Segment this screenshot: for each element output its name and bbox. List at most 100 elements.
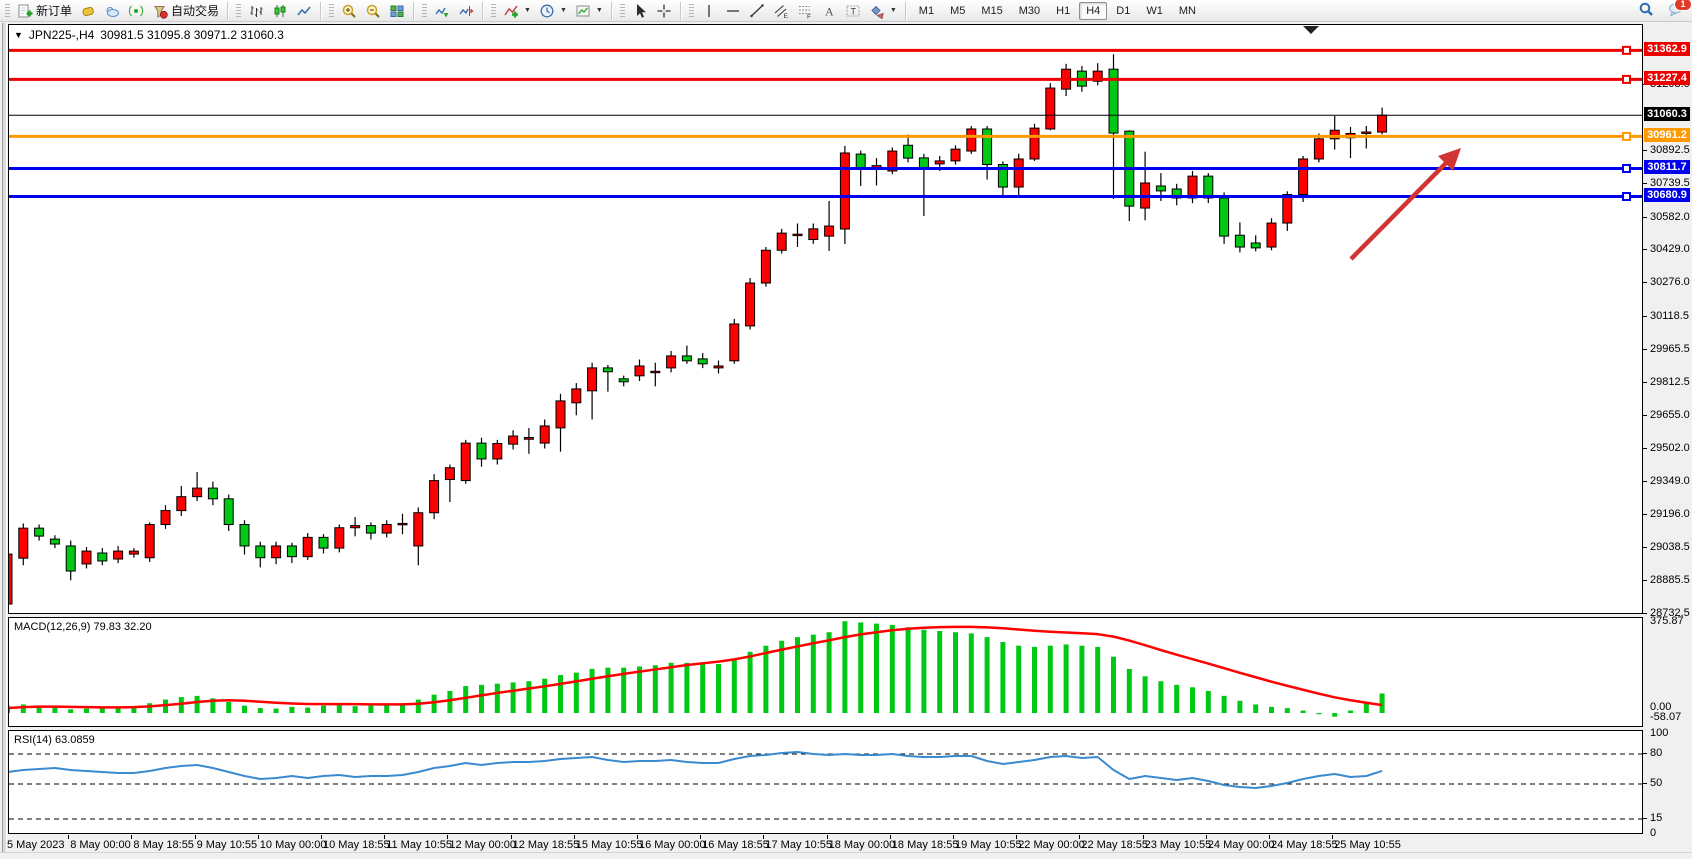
candlestick-chart-canvas[interactable] (9, 25, 1642, 613)
macd-histogram-bar (1348, 710, 1353, 713)
toolbar-group: ▼ ▼ ▼ (499, 0, 607, 22)
time-tick-label: 25 May 10:55 (1334, 839, 1401, 851)
time-tick-label: 18 May 18:55 (891, 839, 959, 851)
macd-histogram-bar (289, 706, 295, 713)
candle (1029, 123, 1040, 161)
dropdown-arrow-icon[interactable]: ▼ (524, 7, 531, 14)
macd-histogram-bar (336, 705, 342, 713)
candle (839, 145, 850, 245)
macd-histogram-bar (558, 675, 563, 713)
text-label-button[interactable]: T (841, 1, 865, 21)
price-tick-mark (1643, 612, 1647, 614)
search-button[interactable] (1638, 1, 1654, 22)
timeframe-h1-button[interactable]: H1 (1056, 4, 1071, 17)
line-end-marker[interactable] (1622, 163, 1631, 173)
candle (65, 540, 76, 581)
time-tick-label: 24 May 00:00 (1207, 839, 1275, 851)
time-tick-label: 19 May 10:55 (955, 839, 1022, 851)
chart-shift-marker-icon[interactable] (1303, 26, 1319, 34)
vline-button[interactable] (697, 1, 721, 21)
rsi-panel[interactable]: RSI(14) 63.0859 (8, 730, 1643, 834)
price-badge: 30680.9 (1644, 188, 1690, 203)
chart-shift-button[interactable] (454, 1, 478, 21)
candle (444, 464, 455, 503)
macd-signal-line (9, 625, 1383, 710)
rsi-scale-label: 80 (1650, 747, 1663, 759)
line-end-marker[interactable] (1622, 74, 1631, 84)
bar-chart-button[interactable] (244, 1, 268, 21)
main-chart-panel[interactable]: ▼ JPN225-,H4 30981.5 31095.8 30971.2 310… (8, 24, 1643, 614)
candle (1298, 155, 1309, 203)
chevron-down-icon[interactable]: ▼ (14, 30, 23, 40)
macd-histogram-bar (1363, 703, 1369, 713)
macd-panel[interactable]: MACD(12,26,9) 79.83 32.20 (8, 617, 1643, 727)
templates-button[interactable]: ▼ (571, 1, 607, 21)
macd-histogram-bar (115, 707, 121, 713)
text-button[interactable]: A (817, 1, 841, 21)
dropdown-arrow-icon[interactable]: ▼ (559, 7, 567, 14)
zoom-in-button[interactable] (337, 1, 361, 21)
candle (1250, 235, 1261, 252)
webtrader-button[interactable] (100, 1, 124, 21)
cursor-button[interactable] (628, 1, 652, 21)
auto-trading-button[interactable]: 自动交易 (148, 1, 223, 21)
periods-button[interactable]: ▼ (535, 1, 571, 21)
time-tick-label: 17 May 10:55 (765, 839, 833, 851)
timeframe-h4-button[interactable]: H4 (1079, 1, 1108, 20)
macd-histogram-bar (1174, 684, 1180, 713)
zoom-out-button[interactable] (361, 1, 385, 21)
line-end-marker[interactable] (1622, 45, 1631, 55)
svg-text:T: T (850, 6, 856, 16)
tile-windows-button[interactable] (385, 1, 409, 21)
toolbar-grip (688, 3, 694, 18)
channel-button[interactable]: E (769, 1, 793, 21)
crosshair-icon (657, 4, 671, 17)
fibonacci-button[interactable]: F (793, 1, 817, 21)
timeframe-m30-button[interactable]: M30 (1018, 4, 1041, 17)
candle (1171, 183, 1182, 206)
rsi-chart-canvas[interactable] (9, 731, 1642, 833)
timeframe-m15-button[interactable]: M15 (981, 4, 1003, 17)
macd-chart-canvas[interactable] (9, 618, 1642, 726)
shapes-button[interactable]: ▼ (865, 1, 901, 21)
hline-button[interactable] (721, 1, 745, 21)
doc-plus-icon (18, 4, 33, 17)
candle (982, 125, 993, 180)
new-order-button[interactable]: 新订单 (13, 1, 76, 21)
timeframe-mn-button[interactable]: MN (1178, 4, 1196, 17)
macd-histogram-bar (352, 706, 358, 713)
line-chart-button[interactable] (292, 1, 316, 21)
signal-icon (128, 5, 144, 16)
auto-scroll-button[interactable] (430, 1, 454, 21)
candle (824, 200, 835, 251)
line-end-marker[interactable] (1622, 191, 1631, 201)
dropdown-arrow-icon[interactable]: ▼ (595, 7, 603, 14)
trend-arrow-annotation[interactable] (1349, 148, 1461, 261)
time-tick-label: 12 May 00:00 (449, 839, 517, 851)
dropdown-arrow-icon[interactable]: ▼ (889, 7, 897, 14)
macd-histogram-bar (1205, 690, 1211, 713)
toolbar-separator (227, 1, 230, 20)
candle (286, 542, 297, 564)
candle (128, 548, 139, 558)
indicators-button[interactable]: ▼ (499, 1, 535, 21)
candle (634, 359, 645, 381)
timeframe-d1-button[interactable]: D1 (1116, 4, 1131, 17)
candle (18, 523, 29, 566)
candle (618, 375, 629, 387)
zoom-out-icon (366, 4, 380, 18)
timeframe-w1-button[interactable]: W1 (1146, 4, 1163, 17)
macd-histogram-bar (700, 664, 706, 713)
line-end-marker[interactable] (1622, 131, 1631, 141)
timeframe-m1-button[interactable]: M1 (918, 4, 935, 17)
toolbar-grip (619, 3, 625, 18)
notification-badge: 1 (1674, 0, 1692, 11)
candle-chart-button[interactable] (268, 1, 292, 21)
deposit-button[interactable] (76, 1, 100, 21)
timeframe-group: M1 M5 M15 M30 H1 H4 D1 W1 MN (911, 0, 1204, 22)
timeframe-m5-button[interactable]: M5 (950, 4, 966, 17)
trendline-button[interactable] (745, 1, 769, 21)
notifications-button[interactable]: 1 (1668, 0, 1692, 22)
signals-button[interactable] (124, 1, 148, 21)
crosshair-button[interactable] (652, 1, 676, 21)
